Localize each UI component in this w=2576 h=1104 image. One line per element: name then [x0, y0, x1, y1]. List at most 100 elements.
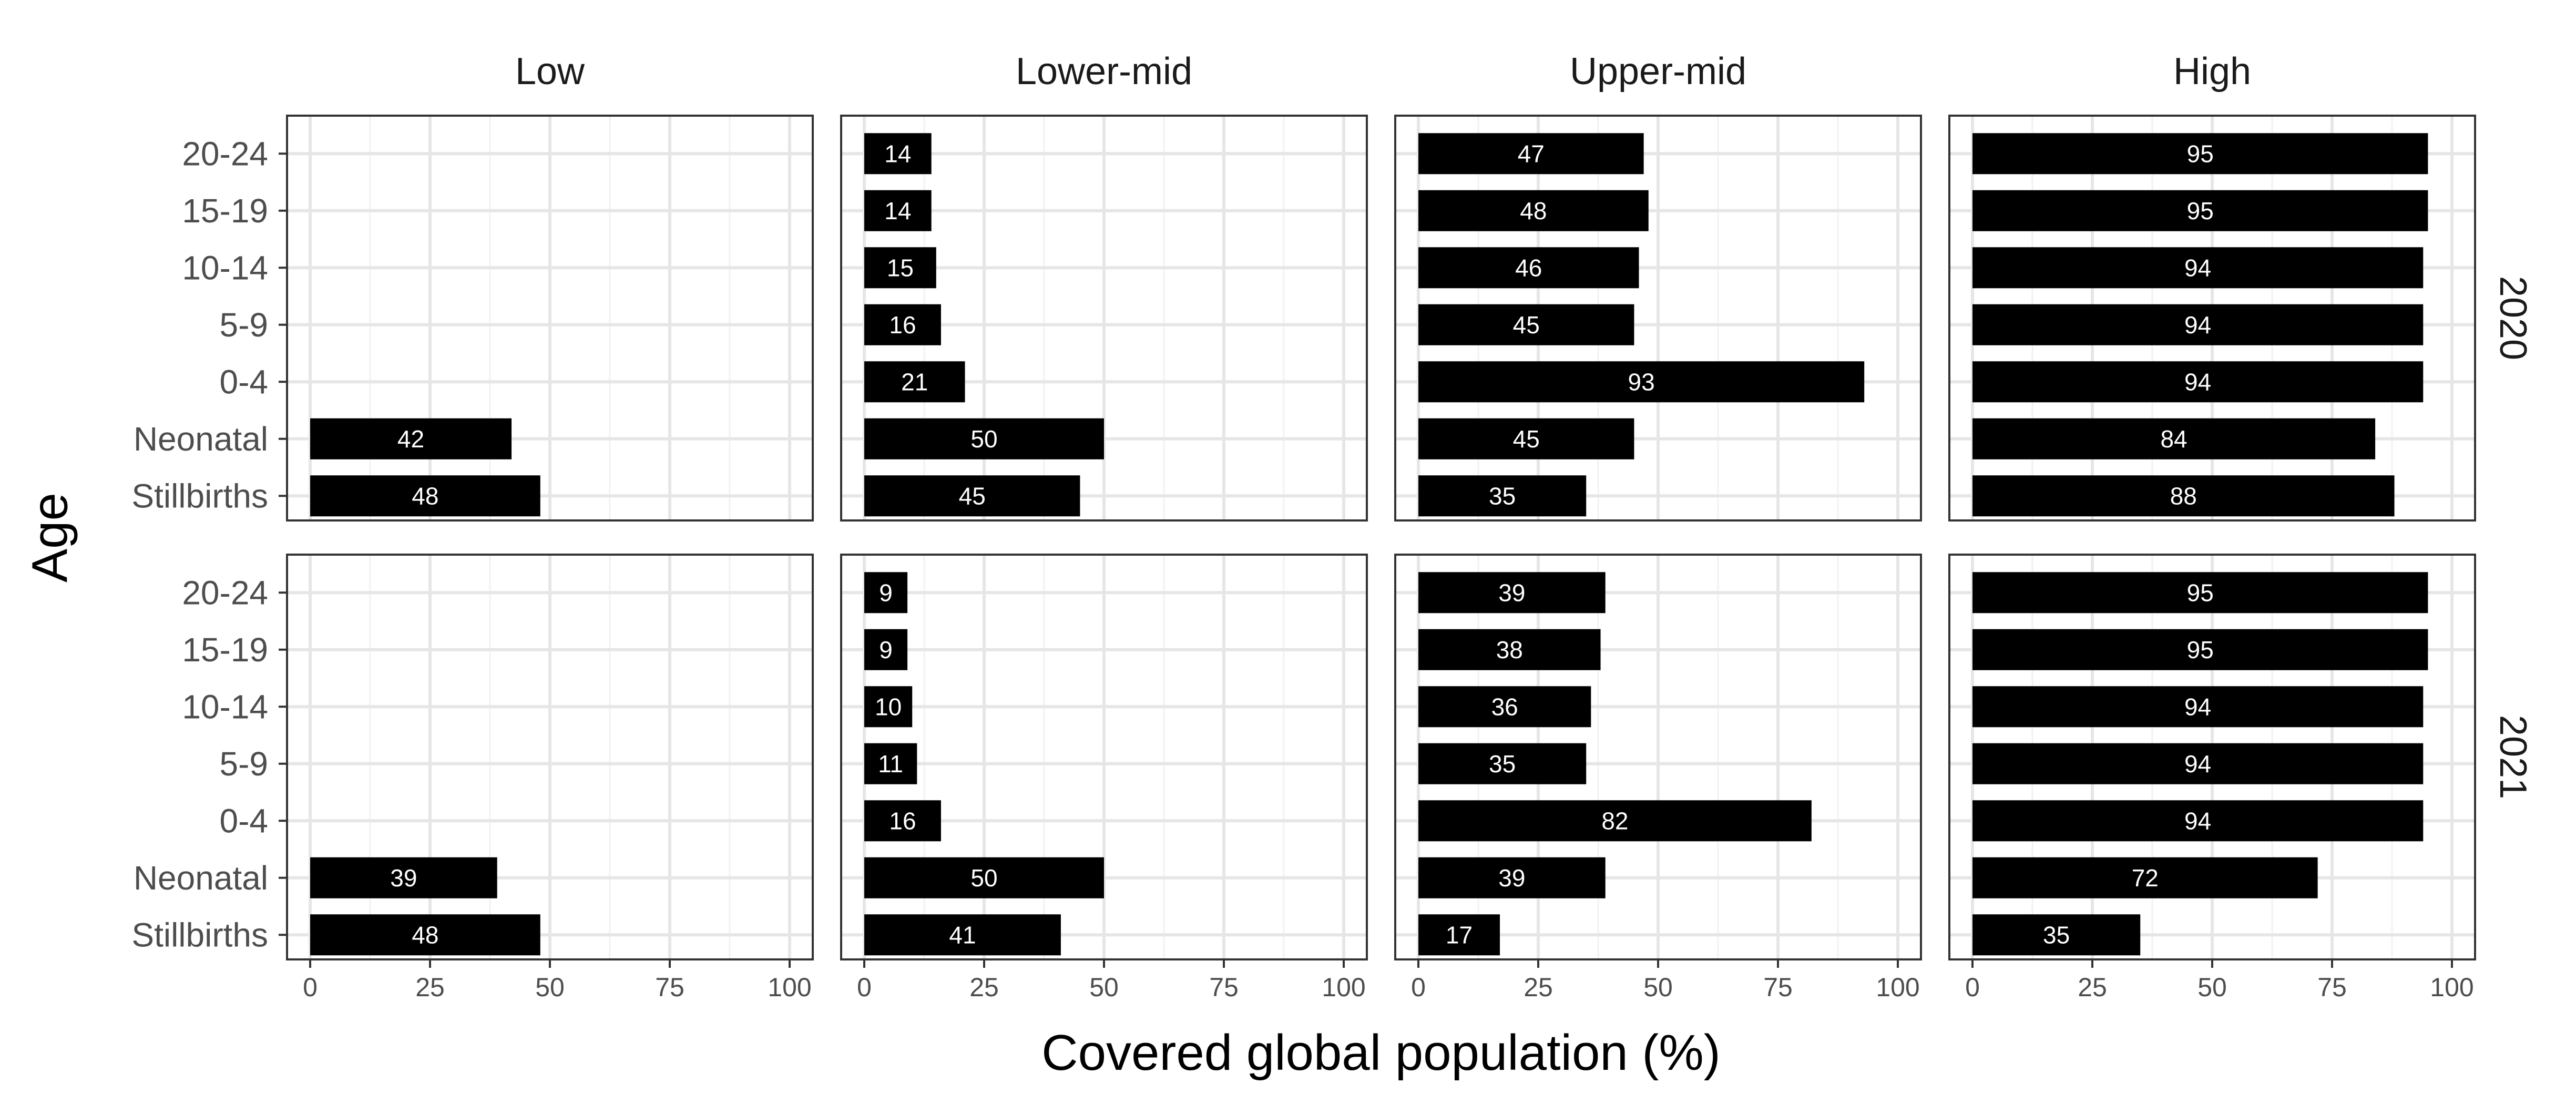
bar: [864, 418, 1104, 459]
x-tick-label: 0: [857, 973, 872, 1002]
bar-value-label: 42: [397, 425, 424, 453]
bar-value-label: 48: [412, 482, 438, 509]
bar: [1972, 475, 2395, 517]
bar-value-label: 48: [412, 921, 438, 948]
bar-value-label: 72: [2132, 864, 2159, 892]
bar: [1418, 190, 1649, 231]
facet-panel: 9 9 10 11 16 50 41 0 25 50 75 100: [840, 554, 1368, 1002]
bar: [864, 800, 941, 842]
bar-value-label: 88: [2170, 482, 2197, 509]
facet-panel: 14 14 15 16 21 50 45: [840, 115, 1368, 522]
bar: [1418, 857, 1606, 898]
bar: [1418, 133, 1644, 175]
panels-layer: Low Lower-mid Upper-mid High 2020 2021 42 48 20-…: [131, 50, 2534, 1002]
facet-panel: 47 48 46 45 93 45 35: [1394, 115, 1922, 522]
bar-value-label: 50: [970, 864, 997, 892]
bar-value-label: 45: [1513, 425, 1540, 453]
x-tick-label: 25: [1524, 973, 1553, 1002]
panel-border: [286, 115, 814, 522]
bar-value-label: 45: [1513, 311, 1540, 339]
bar: [310, 418, 512, 459]
bar-value-label: 9: [879, 579, 893, 606]
bar-value-label: 35: [2043, 921, 2070, 948]
bar: [1418, 247, 1639, 289]
bar: [1972, 418, 2376, 459]
facet-column-label: Upper-mid: [1570, 50, 1746, 93]
bar-value-label: 94: [2184, 807, 2211, 834]
x-tick-label: 50: [2197, 973, 2227, 1002]
y-tick-label: 5-9: [220, 306, 269, 344]
facet-panel: 95 95 94 94 94 84 88: [1948, 115, 2476, 522]
bar-value-label: 36: [1491, 693, 1518, 720]
y-axis-title: Age: [22, 493, 78, 582]
bar: [864, 857, 1104, 898]
bar-value-label: 46: [1515, 254, 1542, 281]
bar-value-label: 82: [1601, 807, 1628, 834]
y-tick-label: 15-19: [182, 192, 268, 230]
bar-value-label: 45: [959, 482, 986, 509]
bar: [864, 361, 965, 403]
x-tick-label: 50: [1089, 973, 1119, 1002]
y-tick-label: 10-14: [182, 249, 268, 287]
y-tick-label: 5-9: [220, 745, 269, 783]
bar-value-label: 50: [970, 425, 997, 453]
bar: [1972, 247, 2424, 289]
x-tick-label: 50: [1643, 973, 1673, 1002]
y-tick-label: 0-4: [220, 802, 269, 840]
bar: [1972, 800, 2424, 842]
bar-value-label: 94: [2184, 254, 2211, 281]
bar: [864, 914, 1061, 956]
bar-value-label: 16: [889, 311, 916, 339]
bar-value-label: 35: [1489, 482, 1516, 509]
bar: [310, 914, 540, 956]
x-tick-label: 75: [655, 973, 684, 1002]
facet-panel: 39 38 36 35 82 39 17 0 25 50 75 100: [1394, 554, 1922, 1002]
panel-border: [1948, 115, 2476, 522]
bar-value-label: 38: [1496, 636, 1523, 663]
bar: [1972, 743, 2424, 784]
y-tick-label: 20-24: [182, 574, 268, 611]
bar: [864, 475, 1080, 517]
bar-value-label: 17: [1446, 921, 1473, 948]
bar-value-label: 94: [2184, 693, 2211, 720]
facet-row-label: 2021: [2492, 715, 2534, 799]
x-tick-label: 25: [969, 973, 999, 1002]
x-tick-label: 75: [1209, 973, 1239, 1002]
x-tick-label: 100: [768, 973, 811, 1002]
facet-column-label: Low: [515, 50, 585, 93]
bar: [1418, 914, 1500, 956]
bar-value-label: 39: [390, 864, 417, 892]
bar: [1972, 304, 2424, 345]
bar: [864, 247, 936, 289]
bar-value-label: 41: [949, 921, 976, 948]
y-tick-label: Stillbirths: [131, 477, 268, 515]
x-tick-label: 100: [2430, 973, 2473, 1002]
bar-value-label: 10: [875, 693, 902, 720]
bar-value-label: 14: [884, 140, 911, 167]
bar: [1418, 629, 1601, 670]
bar-value-label: 11: [878, 750, 903, 778]
x-tick-label: 0: [303, 973, 318, 1002]
bar: [1418, 743, 1587, 784]
x-axis-title: Covered global population (%): [1041, 1025, 1720, 1081]
x-tick-label: 0: [1965, 973, 1980, 1002]
bar: [1418, 800, 1812, 842]
bar-value-label: 95: [2187, 140, 2214, 167]
bar-value-label: 93: [1628, 368, 1654, 395]
bar: [1972, 857, 2318, 898]
bar-value-label: 9: [879, 636, 893, 663]
bar-value-label: 95: [2187, 636, 2214, 663]
y-tick-label: 10-14: [182, 688, 268, 725]
bar: [1972, 190, 2428, 231]
x-tick-label: 75: [1763, 973, 1793, 1002]
bar-value-label: 21: [901, 368, 928, 395]
x-tick-label: 25: [2078, 973, 2107, 1002]
bar: [1972, 361, 2424, 403]
x-tick-label: 0: [1411, 973, 1426, 1002]
bar: [310, 857, 497, 898]
bar: [1972, 914, 2141, 956]
bar: [310, 475, 540, 517]
bar: [1418, 686, 1591, 728]
bar-value-label: 95: [2187, 579, 2214, 606]
bar-value-label: 48: [1520, 197, 1547, 224]
